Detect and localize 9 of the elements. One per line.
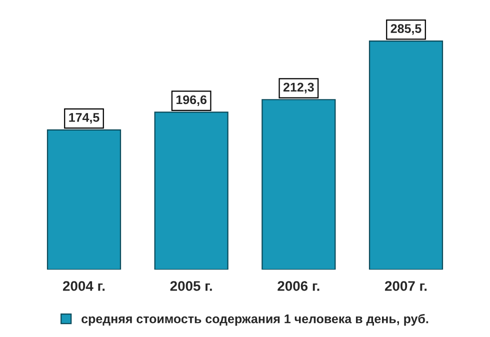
x-tick-label: 2004 г. [62, 281, 105, 291]
x-tick-label: 2005 г. [170, 281, 212, 291]
data-label: 196,6 [176, 95, 207, 106]
x-tick-label: 2006 г. [278, 281, 320, 291]
data-label: 285,5 [390, 24, 422, 35]
legend-label: средняя стоимость содержания 1 человека в день, руб. [82, 314, 428, 326]
x-tick-label: 2007 г. [384, 281, 427, 291]
data-label: 174,5 [69, 113, 100, 124]
data-label: 212,3 [283, 82, 314, 94]
